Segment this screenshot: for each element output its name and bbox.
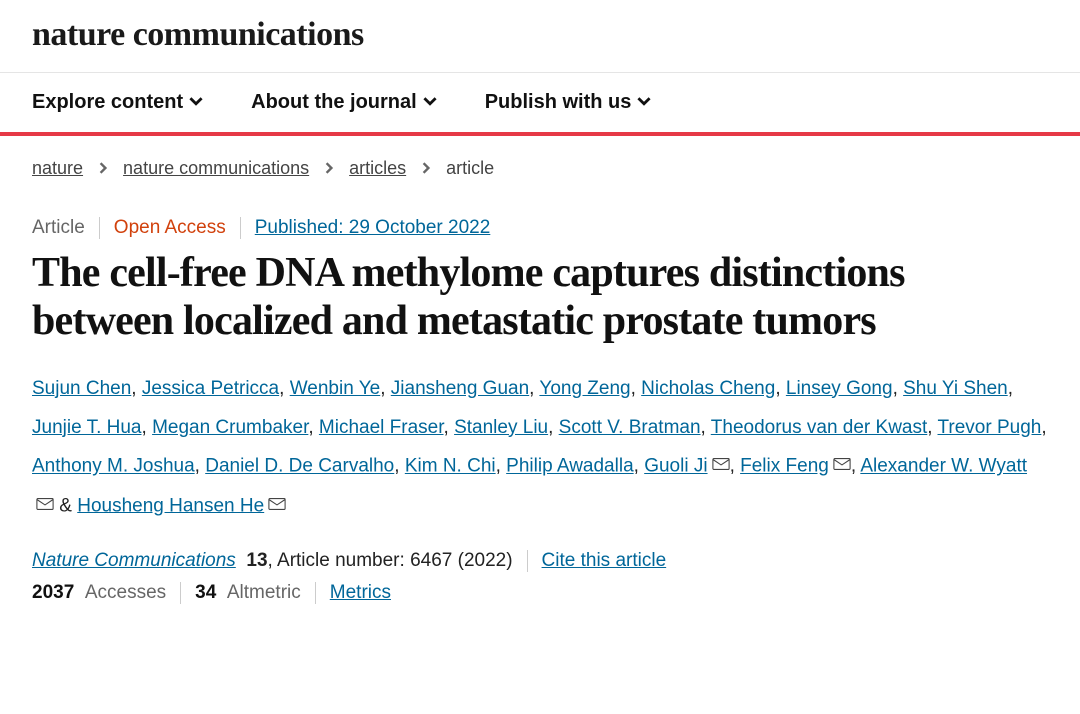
journal-link[interactable]: Nature Communications [32, 550, 236, 571]
author-link[interactable]: Jiansheng Guan [391, 378, 529, 399]
author-link[interactable]: Megan Crumbaker [152, 417, 308, 438]
accesses-label: Accesses [85, 582, 166, 603]
open-access-badge: Open Access [114, 217, 226, 239]
article-meta-row: Article Open Access Published: 29 Octobe… [32, 217, 1048, 239]
article-type: Article [32, 217, 85, 239]
altmetric-label: Altmetric [227, 582, 301, 603]
nav-item[interactable]: About the journal [251, 91, 437, 114]
mail-icon [268, 487, 286, 526]
chevron-right-icon [420, 158, 432, 179]
author-link[interactable]: Philip Awadalla [506, 456, 633, 477]
mail-icon [712, 447, 730, 486]
altmetric-metric: 34 Altmetric [195, 582, 301, 604]
author-link[interactable]: Sujun Chen [32, 378, 131, 399]
mail-icon [36, 487, 54, 526]
author-link[interactable]: Daniel D. De Carvalho [205, 456, 394, 477]
author-link[interactable]: Nicholas Cheng [641, 378, 775, 399]
nav-bar: Explore content About the journal Publis… [0, 72, 1080, 136]
author-link[interactable]: Felix Feng [740, 456, 829, 477]
chevron-right-icon [97, 158, 109, 179]
author-link[interactable]: Michael Fraser [319, 417, 444, 438]
nav-item[interactable]: Explore content [32, 91, 203, 114]
author-link[interactable]: Anthony M. Joshua [32, 456, 195, 477]
journal-header: nature communications [0, 0, 1080, 72]
breadcrumb-link[interactable]: nature communications [123, 158, 309, 179]
nav-item-label: Explore content [32, 91, 183, 114]
nav-item[interactable]: Publish with us [485, 91, 652, 114]
journal-citation-text: Nature Communications 13, Article number… [32, 550, 513, 572]
author-link[interactable]: Trevor Pugh [938, 417, 1042, 438]
author-link[interactable]: Guoli Ji [644, 456, 707, 477]
article-title: The cell-free DNA methylome captures dis… [32, 249, 1048, 346]
author-link[interactable]: Stanley Liu [454, 417, 548, 438]
altmetric-count: 34 [195, 582, 216, 603]
author-link[interactable]: Kim N. Chi [405, 456, 496, 477]
author-link[interactable]: Shu Yi Shen [903, 378, 1008, 399]
journal-citation-line: Nature Communications 13, Article number… [32, 550, 1048, 572]
breadcrumb-current: article [446, 158, 494, 179]
author-link[interactable]: Housheng Hansen He [77, 495, 264, 516]
divider [180, 582, 181, 604]
author-list: Sujun Chen, Jessica Petricca, Wenbin Ye,… [32, 370, 1048, 527]
author-link[interactable]: Junjie T. Hua [32, 417, 142, 438]
divider [315, 582, 316, 604]
breadcrumb: nature nature communications articles artic… [32, 158, 1048, 179]
accesses-count: 2037 [32, 582, 74, 603]
mail-icon [833, 447, 851, 486]
author-link[interactable]: Jessica Petricca [142, 378, 279, 399]
chevron-right-icon [323, 158, 335, 179]
author-link[interactable]: Yong Zeng [539, 378, 630, 399]
breadcrumb-link[interactable]: articles [349, 158, 406, 179]
divider [240, 217, 241, 239]
article-number: , Article number: 6467 (2022) [268, 550, 513, 571]
volume-number: 13 [246, 550, 267, 571]
published-date-link[interactable]: Published: 29 October 2022 [255, 217, 491, 239]
divider [99, 217, 100, 239]
metrics-link[interactable]: Metrics [330, 582, 391, 604]
chevron-down-icon [423, 91, 437, 114]
divider [527, 550, 528, 572]
cite-article-link[interactable]: Cite this article [542, 550, 667, 572]
nav-item-label: About the journal [251, 91, 417, 114]
chevron-down-icon [189, 91, 203, 114]
nav-items: Explore content About the journal Publis… [32, 91, 1048, 114]
breadcrumb-link[interactable]: nature [32, 158, 83, 179]
metrics-line: 2037 Accesses 34 Altmetric Metrics [32, 582, 1048, 604]
article-content: nature nature communications articles artic… [0, 136, 1080, 632]
author-link[interactable]: Linsey Gong [786, 378, 893, 399]
accesses-metric: 2037 Accesses [32, 582, 166, 604]
author-link[interactable]: Theodorus van der Kwast [711, 417, 928, 438]
nav-item-label: Publish with us [485, 91, 632, 114]
author-link[interactable]: Wenbin Ye [290, 378, 381, 399]
journal-name[interactable]: nature communications [32, 16, 1048, 54]
chevron-down-icon [637, 91, 651, 114]
author-link[interactable]: Alexander W. Wyatt [860, 456, 1027, 477]
author-link[interactable]: Scott V. Bratman [559, 417, 701, 438]
